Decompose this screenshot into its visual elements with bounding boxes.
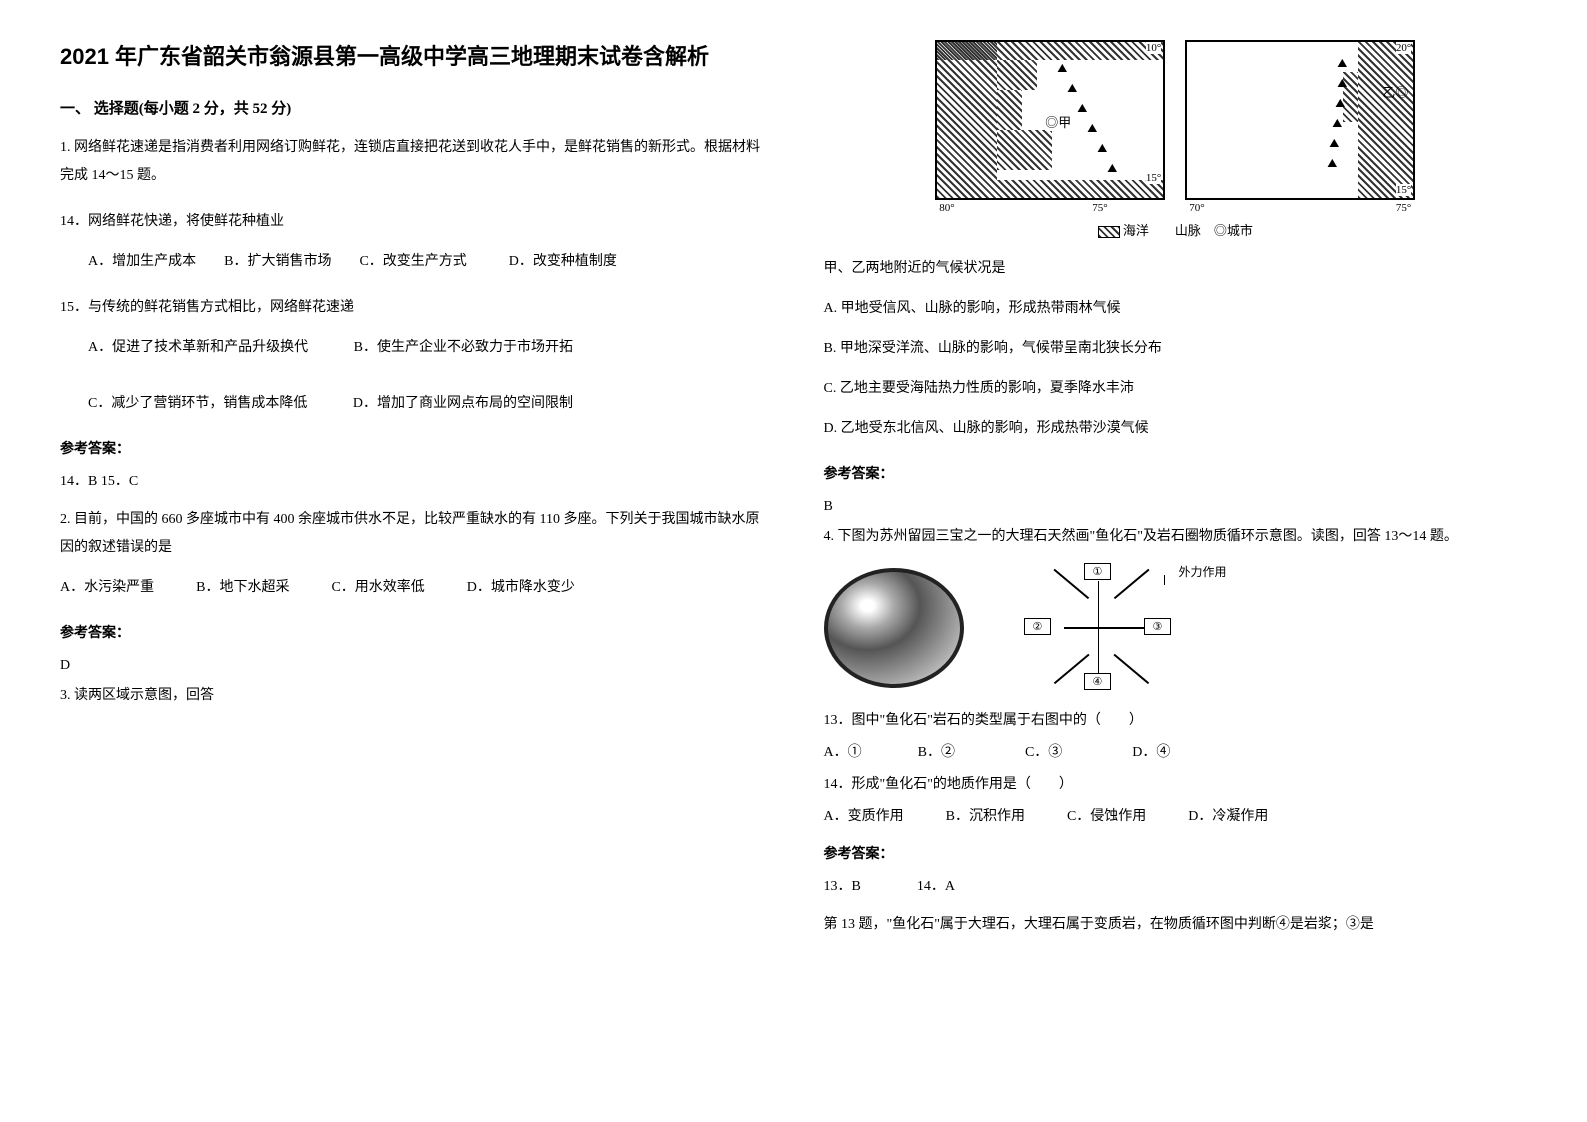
ocean-legend-icon <box>1098 226 1120 238</box>
q15-opt-a: A．促进了技术革新和产品升级换代 <box>88 340 308 355</box>
q15-opt-c: C．减少了营销环节，销售成本降低 <box>88 396 307 411</box>
q3-substem: 甲、乙两地附近的气候状况是 <box>824 255 1528 283</box>
q1-intro: 1. 网络鲜花速递是指消费者利用网络订购鲜花，连锁店直接把花送到收花人手中，是鲜… <box>60 134 764 190</box>
cycle-node-1: ① <box>1084 563 1112 580</box>
lon-75: 75° <box>1092 202 1107 214</box>
lon-80: 80° <box>939 202 954 214</box>
q3-answer-label: 参考答案： <box>824 463 1528 483</box>
map-legend: 海洋 山脉 ◎城市 <box>824 220 1528 239</box>
mountain-icon: ⛰ <box>1327 157 1337 169</box>
lat-15: 15° <box>1146 172 1161 184</box>
q4-answer-label: 参考答案： <box>824 843 1528 863</box>
city-jia: ◎甲 <box>1045 112 1071 131</box>
q13-options: A．① B．② C．③ D．④ <box>824 739 1528 767</box>
rock-cycle-diagram: ① ② ③ ④ 外力作用 <box>994 563 1234 693</box>
q3-answer: B <box>824 493 1528 521</box>
q14-options: A．增加生产成本 B．扩大销售市场 C．改变生产方式 D．改变种植制度 <box>60 248 764 276</box>
right-column: ⛰ ⛰ ⛰ ⛰ ⛰ ⛰ ◎甲 10° 15° 80° 75° ⛰ ⛰ ⛰ ⛰ ⛰ <box>824 40 1528 951</box>
mountain-icon: ⛰ <box>1332 117 1342 129</box>
mountain-icon: ⛰ <box>1087 122 1097 134</box>
map-panel-1: ⛰ ⛰ ⛰ ⛰ ⛰ ⛰ ◎甲 10° 15° 80° 75° <box>935 40 1165 200</box>
q4-explanation: 第 13 题，"鱼化石"属于大理石，大理石属于变质岩，在物质循环图中判断④是岩浆… <box>824 911 1528 939</box>
q4-intro: 4. 下图为苏州留园三宝之一的大理石天然画"鱼化石"及岩石圈物质循环示意图。读图… <box>824 523 1528 551</box>
q4-answer: 13．B 14．A <box>824 873 1528 901</box>
exam-title: 2021 年广东省韶关市翁源县第一高级中学高三地理期末试卷含解析 <box>60 40 764 73</box>
lat-15b: 15° <box>1396 184 1411 196</box>
map-panels: ⛰ ⛰ ⛰ ⛰ ⛰ ⛰ ◎甲 10° 15° 80° 75° ⛰ ⛰ ⛰ ⛰ ⛰ <box>824 40 1528 200</box>
q15-options: A．促进了技术革新和产品升级换代 B．使生产企业不必致力于市场开拓 C．减少了营… <box>60 334 764 418</box>
q3-opt-c: C. 乙地主要受海陆热力性质的影响，夏季降水丰沛 <box>824 375 1528 403</box>
mountain-icon: ⛰ <box>1107 162 1117 174</box>
map-panel-2: ⛰ ⛰ ⛰ ⛰ ⛰ ⛰ 乙◎ 20° 15° 70° 75° <box>1185 40 1415 200</box>
q13-stem: 13．图中"鱼化石"岩石的类型属于右图中的（ ） <box>824 707 1528 735</box>
q2-options: A．水污染严重 B．地下水超采 C．用水效率低 D．城市降水变少 <box>60 574 764 602</box>
city-yi: 乙◎ <box>1382 82 1408 101</box>
left-column: 2021 年广东省韶关市翁源县第一高级中学高三地理期末试卷含解析 一、 选择题(… <box>60 40 764 951</box>
mountain-icon: ⛰ <box>1337 77 1347 89</box>
q3-opt-a: A. 甲地受信风、山脉的影响，形成热带雨林气候 <box>824 295 1528 323</box>
legend-text: 海洋 山脉 ◎城市 <box>1123 223 1253 238</box>
lon-70: 70° <box>1189 202 1204 214</box>
q2-answer-label: 参考答案： <box>60 622 764 642</box>
lat-20: 20° <box>1396 42 1411 54</box>
q14b-options: A．变质作用 B．沉积作用 C．侵蚀作用 D．冷凝作用 <box>824 803 1528 831</box>
mountain-icon: ⛰ <box>1329 137 1339 149</box>
q3-opt-b: B. 甲地深受洋流、山脉的影响，气候带呈南北狭长分布 <box>824 335 1528 363</box>
rock-cycle-figure: ① ② ③ ④ 外力作用 <box>824 563 1528 693</box>
q15-opt-d: D．增加了商业网点布局的空间限制 <box>353 396 573 411</box>
mountain-icon: ⛰ <box>1335 97 1345 109</box>
fish-fossil-photo <box>824 568 964 688</box>
mountain-icon: ⛰ <box>1077 102 1087 114</box>
mountain-icon: ⛰ <box>1097 142 1107 154</box>
q14b-stem: 14．形成"鱼化石"的地质作用是（ ） <box>824 771 1528 799</box>
q3-stem: 3. 读两区域示意图，回答 <box>60 682 764 710</box>
cycle-node-4: ④ <box>1084 673 1112 690</box>
lat-10: 10° <box>1146 42 1161 54</box>
lon-75b: 75° <box>1396 202 1411 214</box>
section-1-header: 一、 选择题(每小题 2 分，共 52 分) <box>60 97 764 118</box>
q14-stem: 14．网络鲜花快递，将使鲜花种植业 <box>60 208 764 236</box>
ext-force-label: 外力作用 <box>1179 563 1227 580</box>
q3-opt-d: D. 乙地受东北信风、山脉的影响，形成热带沙漠气候 <box>824 415 1528 443</box>
q2-stem: 2. 目前，中国的 660 多座城市中有 400 余座城市供水不足，比较严重缺水… <box>60 506 764 562</box>
mountain-icon: ⛰ <box>1067 82 1077 94</box>
mountain-icon: ⛰ <box>1057 62 1067 74</box>
q2-answer: D <box>60 652 764 680</box>
q1-answer: 14．B 15．C <box>60 468 764 496</box>
q1-answer-label: 参考答案： <box>60 438 764 458</box>
q15-stem: 15．与传统的鲜花销售方式相比，网络鲜花速递 <box>60 294 764 322</box>
mountain-icon: ⛰ <box>1337 57 1347 69</box>
cycle-node-3: ③ <box>1144 618 1172 635</box>
cycle-node-2: ② <box>1024 618 1052 635</box>
two-region-map: ⛰ ⛰ ⛰ ⛰ ⛰ ⛰ ◎甲 10° 15° 80° 75° ⛰ ⛰ ⛰ ⛰ ⛰ <box>824 40 1528 239</box>
q15-opt-b: B．使生产企业不必致力于市场开拓 <box>354 340 573 355</box>
